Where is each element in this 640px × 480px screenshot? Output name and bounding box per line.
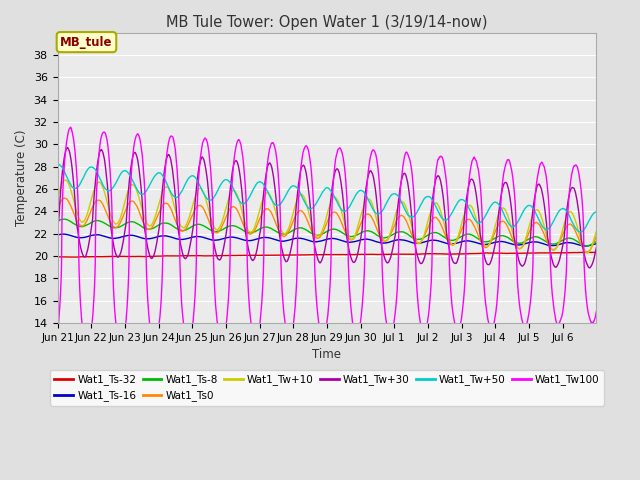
Wat1_Tw100 (151, 342, 159, 348)
Title: MB Tule Tower: Open Water 1 (3/19/14-now): MB Tule Tower: Open Water 1 (3/19/14-now… (166, 15, 488, 30)
Wat1_Tw+10 (298, 192, 305, 197)
Wat1_Ts0 (558, 234, 566, 240)
Wat1_Tw+30 (593, 245, 600, 251)
Wat1_Tw+30 (298, 165, 305, 171)
Wat1_Tw+30 (330, 176, 337, 181)
Wat1_Tw+50 (593, 209, 600, 215)
Wat1_Tw100 (426, 302, 433, 308)
Wat1_Ts-32 (64, 254, 72, 260)
X-axis label: Time: Time (312, 348, 341, 361)
Wat1_Ts-32 (593, 250, 600, 255)
Wat1_Tw+50 (576, 229, 584, 235)
Wat1_Ts-8 (54, 218, 61, 224)
Wat1_Ts-16 (54, 232, 61, 238)
Wat1_Ts0 (64, 198, 72, 204)
Wat1_Tw+50 (330, 192, 337, 197)
Wat1_Tw+30 (558, 247, 566, 252)
Wat1_Ts-32 (426, 251, 433, 257)
Wat1_Ts-8 (558, 238, 566, 243)
Wat1_Ts-16 (426, 238, 433, 243)
Wat1_Tw+50 (54, 161, 61, 167)
Wat1_Ts-8 (64, 217, 72, 223)
Wat1_Tw100 (593, 309, 600, 314)
Wat1_Tw100 (64, 132, 72, 138)
Wat1_Ts-8 (330, 226, 337, 232)
Wat1_Tw100 (67, 124, 74, 130)
Wat1_Ts-32 (298, 252, 305, 258)
Wat1_Tw+30 (426, 232, 433, 238)
Wat1_Ts0 (298, 208, 305, 214)
Wat1_Ts-16 (558, 241, 566, 247)
Wat1_Tw+10 (558, 229, 566, 235)
Wat1_Tw+10 (64, 180, 72, 185)
Wat1_Ts-16 (60, 231, 67, 237)
Wat1_Tw+30 (64, 145, 72, 151)
Wat1_Tw+50 (558, 206, 566, 212)
Wat1_Ts-16 (150, 235, 158, 240)
Wat1_Ts0 (426, 222, 433, 228)
Wat1_Tw+50 (298, 192, 305, 198)
Wat1_Ts-16 (64, 232, 72, 238)
Wat1_Ts-8 (582, 243, 590, 249)
Wat1_Tw100 (83, 346, 91, 351)
Wat1_Tw+50 (64, 176, 72, 181)
Wat1_Tw+10 (62, 177, 70, 183)
Wat1_Tw100 (54, 330, 61, 336)
Wat1_Ts-32 (72, 254, 79, 260)
Wat1_Ts-32 (580, 250, 588, 255)
Wat1_Tw100 (559, 311, 566, 317)
Wat1_Tw+30 (54, 226, 61, 231)
Line: Wat1_Tw+30: Wat1_Tw+30 (58, 148, 596, 268)
Wat1_Ts-16 (298, 236, 305, 241)
Wat1_Tw+30 (63, 145, 71, 151)
Wat1_Tw+50 (425, 194, 433, 200)
Wat1_Ts0 (54, 206, 61, 212)
Wat1_Tw+30 (150, 252, 158, 257)
Wat1_Tw100 (330, 173, 338, 179)
Wat1_Tw+10 (584, 250, 591, 256)
Wat1_Ts-32 (150, 253, 158, 259)
Wat1_Tw+10 (593, 228, 600, 234)
Wat1_Tw+10 (426, 214, 433, 219)
Wat1_Ts-8 (150, 225, 158, 230)
Line: Wat1_Ts-8: Wat1_Ts-8 (58, 219, 596, 246)
Wat1_Ts0 (60, 195, 68, 201)
Wat1_Ts-32 (330, 252, 337, 257)
Line: Wat1_Tw+50: Wat1_Tw+50 (58, 164, 596, 232)
Line: Wat1_Ts-16: Wat1_Ts-16 (58, 234, 596, 246)
Wat1_Tw+10 (54, 195, 61, 201)
Wat1_Ts0 (584, 249, 591, 255)
Wat1_Ts0 (150, 220, 158, 226)
Wat1_Tw+10 (150, 216, 158, 222)
Y-axis label: Temperature (C): Temperature (C) (15, 130, 28, 226)
Wat1_Ts0 (593, 233, 600, 239)
Wat1_Ts-16 (582, 243, 590, 249)
Wat1_Ts-8 (593, 239, 600, 244)
Wat1_Tw100 (298, 157, 306, 163)
Wat1_Tw+50 (150, 174, 157, 180)
Wat1_Ts-8 (61, 216, 68, 222)
Line: Wat1_Tw+10: Wat1_Tw+10 (58, 180, 596, 253)
Wat1_Ts-32 (558, 250, 566, 256)
Legend: Wat1_Ts-32, Wat1_Ts-16, Wat1_Ts-8, Wat1_Ts0, Wat1_Tw+10, Wat1_Tw+30, Wat1_Tw+50,: Wat1_Ts-32, Wat1_Ts-16, Wat1_Ts-8, Wat1_… (51, 370, 604, 406)
Line: Wat1_Tw100: Wat1_Tw100 (58, 127, 596, 348)
Wat1_Ts0 (330, 209, 337, 215)
Line: Wat1_Ts-32: Wat1_Ts-32 (58, 252, 596, 257)
Wat1_Ts-32 (54, 254, 61, 260)
Wat1_Ts-16 (330, 236, 337, 241)
Wat1_Tw+30 (586, 265, 593, 271)
Wat1_Ts-8 (298, 225, 305, 231)
Text: MB_tule: MB_tule (60, 36, 113, 48)
Line: Wat1_Ts0: Wat1_Ts0 (58, 198, 596, 252)
Wat1_Ts-16 (593, 241, 600, 247)
Wat1_Ts-8 (426, 231, 433, 237)
Wat1_Tw+10 (330, 194, 337, 200)
